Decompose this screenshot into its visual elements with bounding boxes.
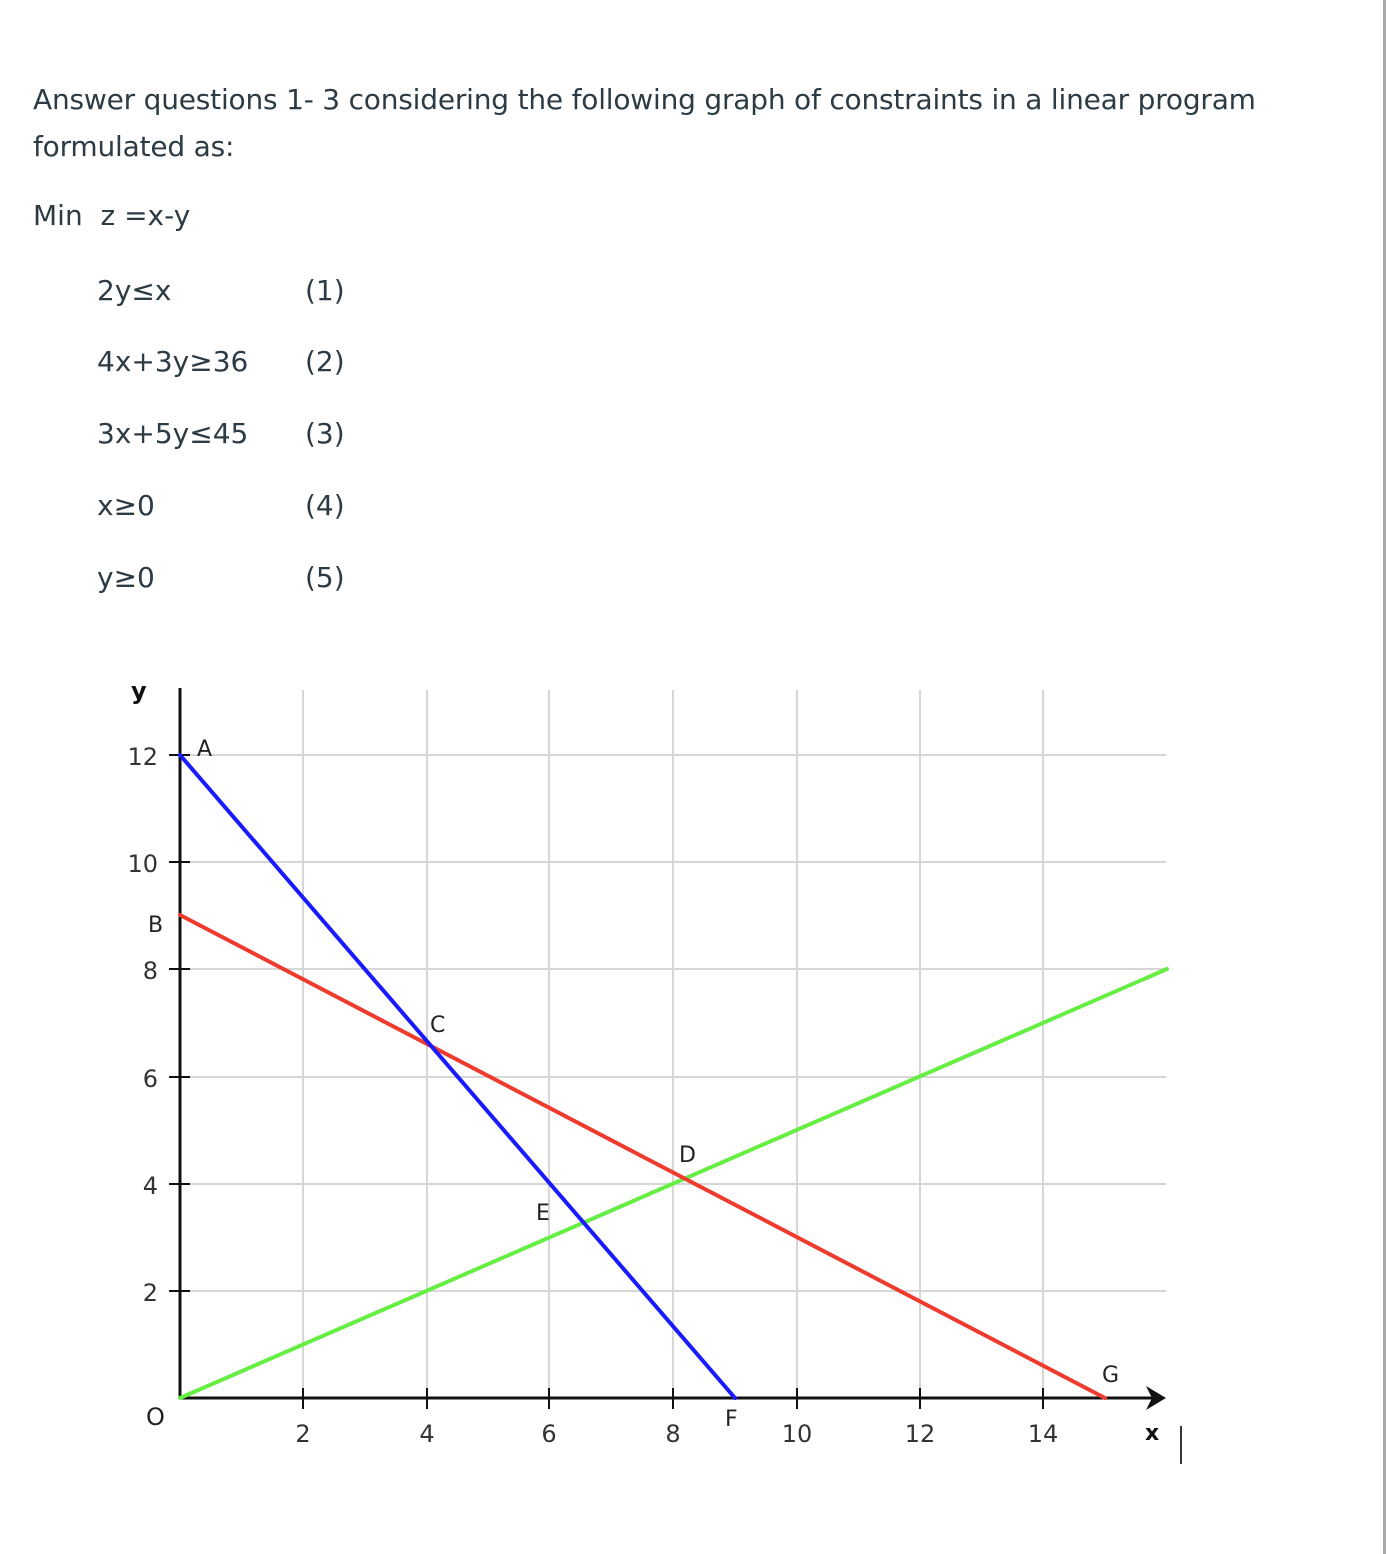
svg-text:6: 6	[143, 1065, 158, 1093]
constraint-expression: y≥0	[97, 561, 155, 594]
svg-text:10: 10	[127, 850, 158, 878]
page-right-border	[1383, 0, 1386, 1554]
y-axis-label: y	[131, 677, 147, 705]
constraint-number: (1)	[305, 274, 345, 307]
svg-text:2: 2	[143, 1279, 158, 1307]
constraint-number: (5)	[305, 561, 345, 594]
origin-label: O	[146, 1403, 165, 1431]
constraint-line-green-2y-eq-x	[178, 967, 1169, 1400]
intro-line-1: Answer questions 1- 3 considering the fo…	[33, 83, 1256, 116]
x-axis-label: x	[1145, 1421, 1159, 1446]
point-c-label: C	[430, 1013, 445, 1038]
svg-text:2: 2	[295, 1420, 310, 1448]
objective-function: Min z =x-y	[33, 199, 191, 232]
point-labels: A B C D E F G	[148, 737, 1119, 1432]
point-f-label: F	[725, 1407, 738, 1432]
svg-text:6: 6	[541, 1420, 556, 1448]
point-a-label: A	[197, 737, 212, 762]
text-cursor	[1180, 1426, 1182, 1464]
constraint-number: (3)	[305, 417, 345, 450]
svg-text:8: 8	[143, 957, 158, 985]
grid	[180, 690, 1166, 1398]
svg-text:4: 4	[419, 1420, 434, 1448]
point-g-label: G	[1102, 1363, 1119, 1388]
svg-text:4: 4	[143, 1172, 158, 1200]
constraint-number: (2)	[305, 345, 345, 378]
constraint-expression: x≥0	[97, 489, 155, 522]
constraint-line-red-3x-5y-eq-45	[178, 913, 1107, 1400]
question-intro: Answer questions 1- 3 considering the fo…	[33, 76, 1333, 170]
x-axis-arrow-icon	[1146, 1386, 1166, 1410]
tick-marks	[169, 754, 1044, 1409]
point-e-label: E	[536, 1201, 550, 1226]
svg-text:12: 12	[127, 743, 158, 771]
constraint-expression: 3x+5y≤45	[97, 417, 249, 450]
svg-text:8: 8	[665, 1420, 680, 1448]
svg-text:12: 12	[905, 1420, 936, 1448]
point-d-label: D	[679, 1143, 696, 1168]
constraint-line-blue-4x-3y-eq-36	[178, 753, 737, 1400]
svg-text:10: 10	[782, 1420, 813, 1448]
constraint-number: (4)	[305, 489, 345, 522]
constraint-expression: 4x+3y≥36	[97, 345, 249, 378]
point-b-label: B	[148, 913, 163, 938]
intro-line-2: formulated as:	[33, 130, 235, 163]
x-tick-labels: 2 4 6 8 10 12 14	[295, 1420, 1058, 1448]
y-tick-labels: 12 10 8 6 4 2	[127, 743, 158, 1307]
axes	[178, 688, 1158, 1400]
svg-text:14: 14	[1028, 1420, 1059, 1448]
constraint-expression: 2y≤x	[97, 274, 172, 307]
